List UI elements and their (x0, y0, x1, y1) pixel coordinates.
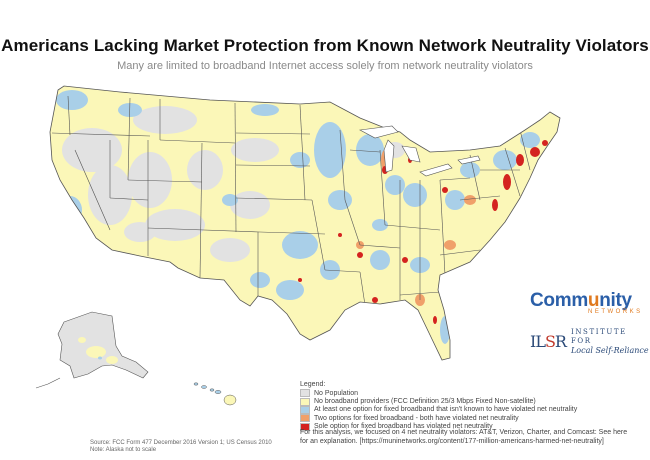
legend-swatch-red (300, 422, 310, 431)
sole-violator-option-areas (62, 140, 548, 324)
legend-label: No Population (314, 389, 358, 397)
legend-label: At least one option for fixed broadband … (314, 406, 578, 414)
analysis-note: For this analysis, we focused on 4 net n… (300, 429, 630, 446)
legend-swatch-orange (300, 414, 310, 423)
no-population-areas (62, 106, 405, 262)
map-legend: Legend: No Population No broadband provi… (300, 381, 577, 431)
note-line-1: For this analysis, we focused on 4 net n… (300, 429, 628, 436)
legend-swatch-blue (300, 405, 310, 414)
map-title: Americans Lacking Market Protection from… (1, 36, 649, 55)
community-networks-logo: Community NETWORKS (530, 290, 643, 315)
contiguous-us (49, 85, 561, 361)
legend-item: Sole option for fixed broadband has viol… (300, 422, 577, 431)
community-logo-wordmark: Community (530, 290, 632, 311)
hawaii (193, 382, 237, 406)
state-borders (51, 95, 531, 306)
legend-item: No broadband providers (FCC Definition 2… (300, 397, 577, 406)
source-line-1: Source: FCC Form 477 December 2016 Versi… (90, 440, 272, 446)
legend-item: Two options for fixed broadband - both h… (300, 414, 577, 423)
ilsr-logo: ILSR INSTITUTE FOR Local Self-Reliance (530, 328, 650, 355)
source-line-2: Note: Alaska not to scale (90, 447, 157, 453)
legend-title: Legend: (300, 381, 326, 388)
legend-item: No Population (300, 389, 577, 398)
community-logo-subtitle: NETWORKS (588, 309, 643, 315)
legend-swatch-yellow (300, 397, 310, 406)
legend-label: No broadband providers (FCC Definition 2… (314, 398, 536, 406)
alaska (35, 311, 149, 389)
legend-label: Sole option for fixed broadband has viol… (314, 423, 493, 431)
ilsr-logo-text: INSTITUTE FOR Local Self-Reliance (570, 328, 649, 355)
legend-item: At least one option for fixed broadband … (300, 405, 578, 414)
great-lakes (359, 125, 481, 177)
map-subtitle: Many are limited to broadband Internet a… (117, 60, 533, 72)
legend-label: Two options for fixed broadband - both h… (314, 414, 519, 422)
source-note: Source: FCC Form 477 December 2016 Versi… (90, 440, 272, 454)
legend-swatch-gray (300, 389, 310, 398)
note-line-2: for an explanation. [https://muninetwork… (300, 437, 604, 445)
ilsr-logo-mark: ILSR (530, 332, 567, 351)
